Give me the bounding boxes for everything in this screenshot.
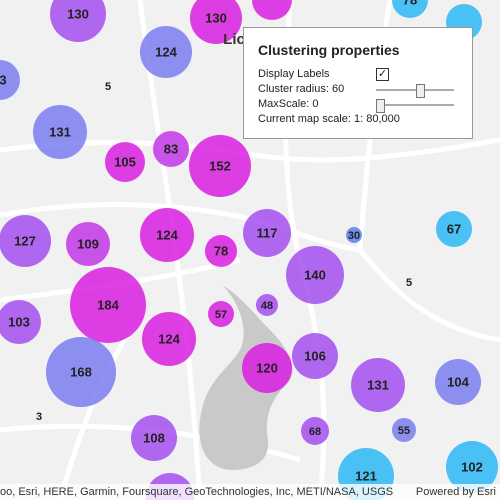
- cluster[interactable]: [66, 222, 110, 266]
- cluster-label: 104: [447, 374, 469, 389]
- cluster[interactable]: [435, 359, 481, 405]
- cluster-label: 117: [257, 225, 278, 240]
- value: 0: [312, 98, 319, 110]
- cluster[interactable]: [189, 135, 251, 197]
- cluster-label: 105: [114, 154, 136, 169]
- cluster-label: 184: [97, 297, 119, 312]
- cluster[interactable]: [346, 227, 362, 243]
- cluster-label: 68: [309, 426, 321, 438]
- cluster[interactable]: [131, 415, 177, 461]
- cluster-label: 83: [164, 141, 178, 156]
- cluster-label: 168: [70, 364, 92, 379]
- label: Cluster radius:: [258, 83, 329, 95]
- cluster-label: 130: [205, 10, 227, 25]
- cluster[interactable]: [256, 294, 278, 316]
- cluster[interactable]: [392, 0, 428, 18]
- cluster[interactable]: [301, 417, 329, 445]
- cluster[interactable]: [446, 441, 498, 493]
- checkbox[interactable]: ✓: [376, 68, 389, 81]
- cluster[interactable]: [153, 131, 189, 167]
- value: 60: [331, 83, 345, 95]
- cluster-label: 124: [155, 44, 177, 59]
- cluster[interactable]: [286, 246, 344, 304]
- cluster[interactable]: [242, 343, 292, 393]
- row: Cluster radius: 60: [258, 83, 458, 98]
- slider[interactable]: [376, 99, 454, 113]
- place-label: Lic: [223, 31, 245, 48]
- label: Current map scale:: [258, 113, 351, 125]
- cluster[interactable]: [205, 235, 237, 267]
- cluster-label: 120: [256, 360, 278, 375]
- cluster-label: 102: [461, 459, 483, 474]
- cluster-label: 131: [367, 377, 389, 392]
- cluster-label: 103: [8, 314, 30, 329]
- slider[interactable]: [376, 84, 454, 98]
- cluster-label: 67: [447, 221, 461, 236]
- cluster[interactable]: [140, 26, 192, 78]
- cluster-label: 57: [215, 309, 227, 321]
- cluster-label: 124: [158, 331, 180, 346]
- row: MaxScale: 0: [258, 98, 458, 113]
- cluster-label: 55: [398, 425, 410, 437]
- cluster[interactable]: [351, 358, 405, 412]
- cluster-label: 108: [143, 430, 165, 445]
- cluster[interactable]: [292, 333, 338, 379]
- cluster-label: 3: [0, 72, 7, 87]
- properties-panel: Clustering properties Display Labels ✓ Cl…: [243, 27, 473, 139]
- attribution: oo, Esri, HERE, Garmin, Foursquare, GeoT…: [0, 486, 394, 498]
- cluster-label: 30: [348, 230, 360, 242]
- cluster[interactable]: [70, 267, 146, 343]
- cluster[interactable]: [46, 337, 116, 407]
- cluster[interactable]: [142, 312, 196, 366]
- row: Current map scale: 1: 80,000: [258, 113, 458, 127]
- value: 1: 80,000: [354, 113, 400, 125]
- cluster-label: 106: [304, 348, 326, 363]
- panel-title: Clustering properties: [258, 42, 400, 58]
- cluster[interactable]: [243, 209, 291, 257]
- slider-thumb[interactable]: [416, 84, 425, 98]
- cluster-label: 109: [77, 236, 99, 251]
- cluster[interactable]: [436, 211, 472, 247]
- cluster-label: 140: [304, 267, 326, 282]
- attribution-bar: oo, Esri, HERE, Garmin, Foursquare, GeoT…: [0, 484, 500, 500]
- cluster-label: 127: [14, 233, 36, 248]
- cluster-label: 152: [209, 158, 231, 173]
- row: Display Labels ✓: [258, 68, 458, 82]
- cluster-label: 78: [403, 0, 417, 7]
- label: Display Labels: [258, 68, 330, 80]
- cluster[interactable]: [392, 418, 416, 442]
- cluster-label: 3: [36, 411, 42, 423]
- cluster-label: 48: [261, 300, 273, 312]
- cluster: [252, 0, 292, 20]
- cluster[interactable]: [105, 142, 145, 182]
- cluster[interactable]: [0, 60, 20, 100]
- cluster-label: 78: [214, 243, 228, 258]
- label: MaxScale:: [258, 98, 310, 110]
- cluster[interactable]: [140, 208, 194, 262]
- cluster[interactable]: [50, 0, 106, 42]
- cluster-label: 5: [105, 81, 111, 93]
- cluster-label: 5: [406, 277, 412, 289]
- slider-thumb[interactable]: [376, 99, 385, 113]
- cluster[interactable]: [190, 0, 242, 44]
- cluster-label: 124: [156, 227, 178, 242]
- powered-by[interactable]: Powered by Esri: [415, 486, 496, 498]
- cluster[interactable]: [208, 301, 234, 327]
- cluster[interactable]: [0, 300, 41, 344]
- cluster-label: 130: [67, 6, 89, 21]
- cluster-label: 131: [49, 124, 71, 139]
- cluster[interactable]: [33, 105, 87, 159]
- cluster-label: 121: [355, 468, 377, 483]
- cluster[interactable]: [0, 215, 51, 267]
